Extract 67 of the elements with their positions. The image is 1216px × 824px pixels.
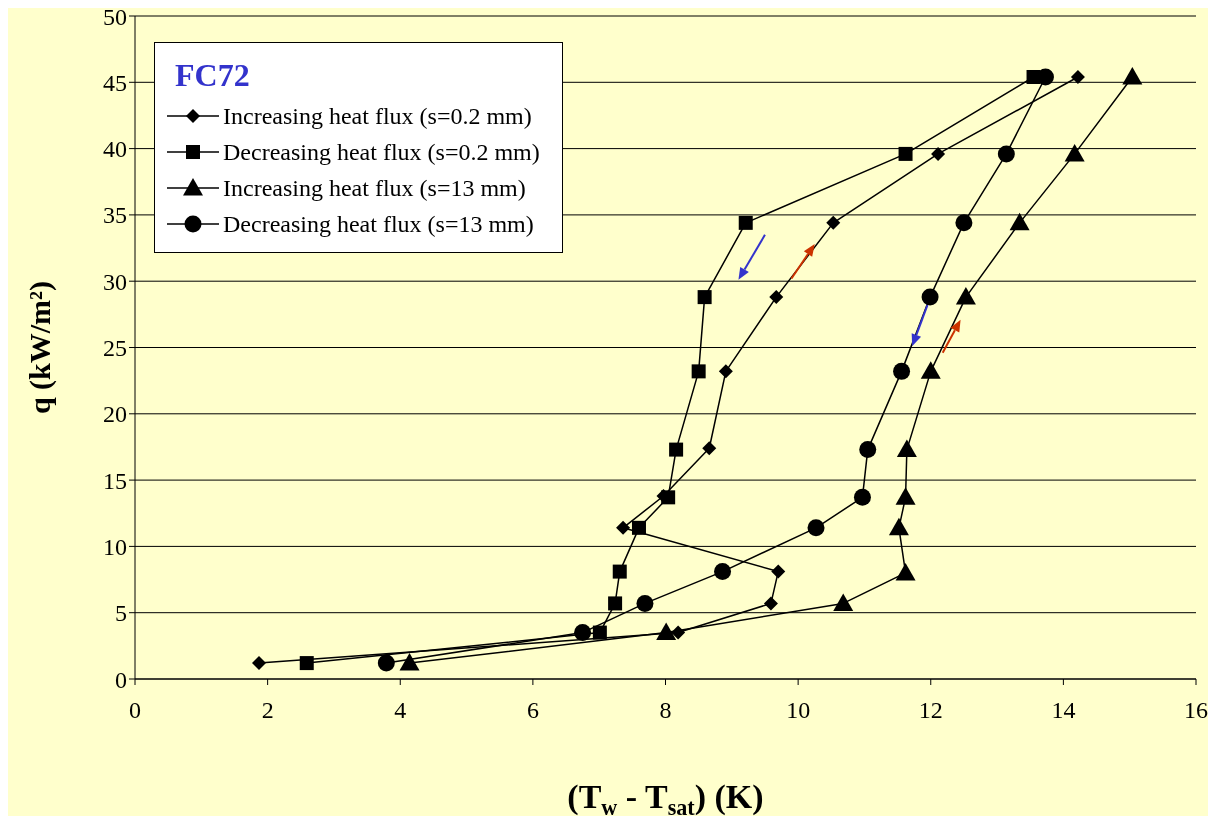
- point: [955, 287, 976, 305]
- point: [895, 562, 916, 581]
- point: [763, 596, 778, 611]
- legend-title: FC72: [175, 57, 251, 94]
- point: [1070, 70, 1085, 84]
- point: [895, 487, 916, 505]
- point: [252, 656, 266, 671]
- point: [920, 361, 941, 379]
- x-tick-label: 10: [786, 697, 811, 724]
- y-tick-label: 20: [103, 401, 127, 428]
- point: [921, 288, 939, 306]
- point: [691, 364, 706, 379]
- point: [931, 146, 946, 161]
- point: [1064, 143, 1085, 162]
- y-tick-label: 45: [103, 69, 127, 96]
- x-tick-label: 8: [659, 697, 672, 724]
- x-tick-label: 14: [1051, 697, 1076, 724]
- point: [896, 439, 917, 458]
- legend-label: Decreasing heat flux (s=13 mm): [223, 210, 534, 238]
- point: [669, 442, 684, 457]
- point: [377, 654, 395, 672]
- x-axis-title: (T$_{w}$ - T$_{sat}$) (K): [567, 778, 764, 820]
- point: [697, 290, 712, 305]
- x-tick-label: 6: [526, 697, 539, 724]
- point: [738, 215, 753, 230]
- point: [833, 593, 854, 611]
- point: [859, 441, 877, 459]
- point: [1026, 70, 1041, 84]
- point: [636, 594, 654, 612]
- y-tick-label: 35: [103, 202, 127, 229]
- point: [612, 564, 627, 579]
- x-tick-label: 16: [1184, 697, 1208, 724]
- y-tick-label: 50: [103, 3, 127, 30]
- x-tick-label: 2: [261, 697, 274, 724]
- point: [399, 653, 420, 671]
- point: [671, 625, 686, 640]
- y-tick-label: 25: [103, 335, 127, 362]
- point: [997, 145, 1015, 163]
- y-tick-label: 5: [115, 600, 127, 627]
- point: [826, 215, 841, 230]
- point: [608, 596, 623, 611]
- y-tick-label: 10: [103, 533, 127, 560]
- y-tick-label: 30: [103, 268, 127, 295]
- legend-label: Increasing heat flux (s=13 mm): [223, 174, 526, 202]
- y-axis-title: q (kW/m²): [23, 280, 57, 415]
- y-tick-label: 40: [103, 136, 127, 163]
- point: [853, 488, 871, 506]
- point: [955, 214, 973, 232]
- legend-label: Decreasing heat flux (s=0.2 mm): [223, 138, 540, 166]
- y-tick-label: 0: [115, 666, 127, 693]
- y-tick-label: 15: [103, 467, 127, 494]
- point: [718, 364, 733, 379]
- point: [769, 290, 784, 305]
- point: [893, 362, 911, 380]
- point: [807, 519, 825, 537]
- x-tick-label: 4: [394, 697, 407, 724]
- point: [1009, 212, 1030, 231]
- point: [771, 564, 786, 579]
- x-tick-label: 12: [918, 697, 943, 724]
- point: [888, 517, 909, 536]
- point: [616, 520, 631, 535]
- point: [898, 146, 913, 161]
- point: [656, 622, 677, 641]
- point: [702, 441, 717, 456]
- point: [1122, 67, 1143, 85]
- point: [714, 563, 732, 581]
- legend-label: Increasing heat flux (s=0.2 mm): [223, 102, 532, 130]
